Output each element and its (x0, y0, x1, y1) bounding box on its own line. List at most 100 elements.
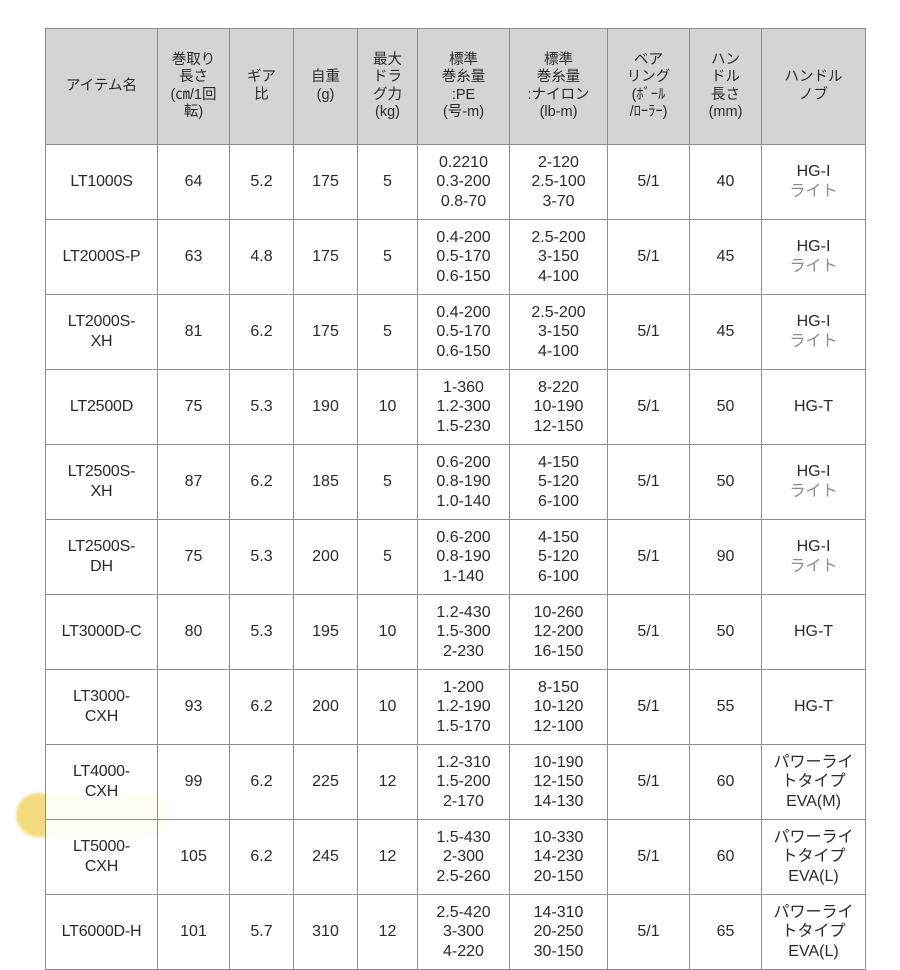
cell-bearings: 5/1 (607, 744, 690, 820)
cell-winding-length: 87 (157, 444, 230, 520)
table-body: LT1000S 64 5.2 175 5 0.2210 0.3-200 0.8-70 2-1… (45, 144, 866, 970)
handle-length-value: 65 (716, 923, 735, 941)
winding-length-value: 101 (180, 923, 207, 941)
max-drag-value: 12 (378, 773, 397, 791)
cell-winding-length: 75 (157, 519, 230, 595)
handle-knob-value: HG-I (796, 538, 831, 556)
cell-max-drag: 5 (357, 519, 418, 595)
pe-capacity-value: 0.6-200 0.8-190 1.0-140 (436, 453, 491, 510)
cell-nylon-capacity: 10-190 12-150 14-130 (509, 744, 608, 820)
cell-pe-capacity: 0.2210 0.3-200 0.8-70 (417, 144, 510, 220)
cell-nylon-capacity: 8-150 10-120 12-100 (509, 669, 608, 745)
cell-nylon-capacity: 4-150 5-120 6-100 (509, 519, 608, 595)
cell-handle-knob: HG-I ライト (761, 294, 866, 370)
nylon-capacity-value: 2.5-200 3-150 4-100 (531, 228, 586, 285)
bearings-value: 5/1 (637, 923, 660, 941)
handle-knob-value: HG-T (793, 398, 834, 416)
cell-max-drag: 12 (357, 744, 418, 820)
cell-handle-length: 90 (689, 519, 762, 595)
cell-handle-length: 50 (689, 369, 762, 445)
table-row: LT2000S-P 63 4.8 175 5 0.4-200 0.5-170 0.6-15… (45, 219, 866, 295)
gear-ratio-value: 6.2 (250, 323, 273, 341)
cell-winding-length: 64 (157, 144, 230, 220)
weight-value: 175 (312, 248, 339, 266)
winding-length-value: 75 (184, 398, 203, 416)
table-header: アイテム名 巻取り 長さ (㎝/1回 転) ギア 比 自重 (g) 最大 ドラ … (45, 28, 866, 145)
cell-handle-length: 65 (689, 894, 762, 970)
cell-item-name: LT3000D-C (45, 594, 158, 670)
cell-gear-ratio: 6.2 (229, 444, 294, 520)
handle-length-value: 40 (716, 173, 735, 191)
cell-gear-ratio: 5.3 (229, 519, 294, 595)
table-row: LT5000- CXH 105 6.2 245 12 1.5-430 2-300 2.5-… (45, 819, 866, 895)
nylon-capacity-value: 4-150 5-120 6-100 (538, 453, 579, 510)
item-name-value: LT1000S (70, 173, 133, 191)
nylon-capacity-value: 8-150 10-120 12-100 (533, 678, 584, 735)
column-header-nylon-line-capacity: 標準 巻糸量 :ナイロン (lb-m) (509, 28, 608, 145)
gear-ratio-value: 6.2 (250, 848, 273, 866)
bearings-value: 5/1 (637, 323, 660, 341)
pe-capacity-value: 1-360 1.2-300 1.5-230 (436, 378, 491, 435)
cell-weight: 200 (293, 519, 358, 595)
cell-weight: 175 (293, 144, 358, 220)
pe-capacity-value: 0.2210 0.3-200 0.8-70 (436, 153, 491, 210)
nylon-capacity-value: 4-150 5-120 6-100 (538, 528, 579, 585)
table-row: LT3000D-C 80 5.3 195 10 1.2-430 1.5-300 2-230… (45, 594, 866, 670)
winding-length-value: 99 (184, 773, 203, 791)
bearings-value: 5/1 (637, 173, 660, 191)
cell-gear-ratio: 5.3 (229, 369, 294, 445)
gear-ratio-value: 5.3 (250, 623, 273, 641)
handle-knob-subtype: ライト (789, 483, 838, 500)
gear-ratio-value: 6.2 (250, 773, 273, 791)
cell-weight: 225 (293, 744, 358, 820)
weight-value: 200 (312, 548, 339, 566)
weight-value: 175 (312, 323, 339, 341)
cell-winding-length: 93 (157, 669, 230, 745)
cell-handle-knob: パワーライ トタイプ EVA(L) (761, 819, 866, 895)
gear-ratio-value: 5.3 (250, 548, 273, 566)
table-row: LT2500D 75 5.3 190 10 1-360 1.2-300 1.5-230 8-… (45, 369, 866, 445)
cell-winding-length: 63 (157, 219, 230, 295)
weight-value: 195 (312, 623, 339, 641)
winding-length-value: 93 (184, 698, 203, 716)
handle-length-value: 50 (716, 623, 735, 641)
weight-value: 245 (312, 848, 339, 866)
nylon-capacity-value: 10-260 12-200 16-150 (533, 603, 584, 660)
cell-nylon-capacity: 2.5-200 3-150 4-100 (509, 294, 608, 370)
cell-winding-length: 101 (157, 894, 230, 970)
cell-winding-length: 81 (157, 294, 230, 370)
cell-handle-length: 40 (689, 144, 762, 220)
cell-item-name: LT4000- CXH (45, 744, 158, 820)
item-name-value: LT2500S- XH (67, 463, 136, 500)
cell-weight: 175 (293, 219, 358, 295)
column-header-bearings: ベア リング (ﾎﾞｰﾙ /ﾛｰﾗｰ) (607, 28, 690, 145)
table-row: LT2500S- DH 75 5.3 200 5 0.6-200 0.8-190 1-14… (45, 519, 866, 595)
cell-handle-knob: HG-T (761, 669, 866, 745)
cell-bearings: 5/1 (607, 894, 690, 970)
cell-max-drag: 10 (357, 369, 418, 445)
cell-handle-length: 50 (689, 444, 762, 520)
header-row: アイテム名 巻取り 長さ (㎝/1回 転) ギア 比 自重 (g) 最大 ドラ … (45, 28, 866, 145)
item-name-value: LT6000D-H (61, 923, 142, 941)
handle-knob-subtype: ライト (789, 333, 838, 350)
handle-knob-value: パワーライ トタイプ EVA(L) (773, 828, 854, 885)
cell-pe-capacity: 0.6-200 0.8-190 1-140 (417, 519, 510, 595)
cell-max-drag: 12 (357, 819, 418, 895)
winding-length-value: 87 (184, 473, 203, 491)
cell-pe-capacity: 1-360 1.2-300 1.5-230 (417, 369, 510, 445)
cell-handle-knob: パワーライ トタイプ EVA(M) (761, 744, 866, 820)
nylon-capacity-value: 2-120 2.5-100 3-70 (531, 153, 586, 210)
cell-bearings: 5/1 (607, 219, 690, 295)
cell-item-name: LT3000- CXH (45, 669, 158, 745)
max-drag-value: 12 (378, 923, 397, 941)
cell-max-drag: 12 (357, 894, 418, 970)
gear-ratio-value: 5.2 (250, 173, 273, 191)
max-drag-value: 12 (378, 848, 397, 866)
cell-gear-ratio: 6.2 (229, 819, 294, 895)
handle-length-value: 45 (716, 323, 735, 341)
max-drag-value: 5 (383, 173, 392, 191)
column-header-handle-knob: ハンドル ノブ (761, 28, 866, 145)
column-header-gear-ratio: ギア 比 (229, 28, 294, 145)
pe-capacity-value: 1.5-430 2-300 2.5-260 (436, 828, 491, 885)
pe-capacity-value: 0.4-200 0.5-170 0.6-150 (436, 303, 491, 360)
